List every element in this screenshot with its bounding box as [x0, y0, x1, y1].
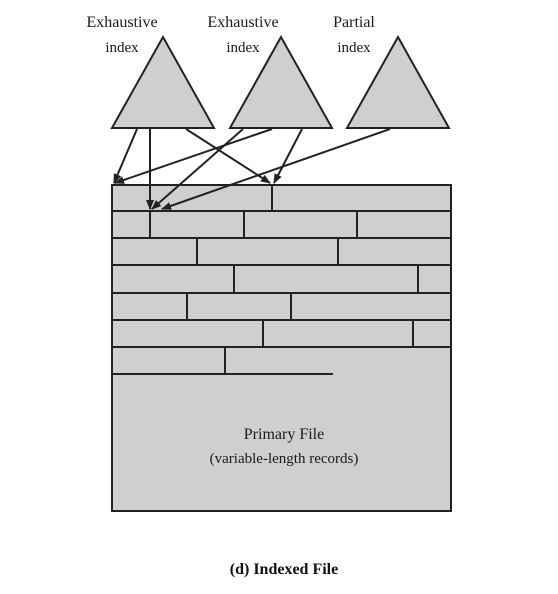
exhaustive-index-triangle-2	[228, 34, 334, 129]
index-pointer-arrow	[151, 128, 244, 210]
primary-file-subtitle: (variable-length records)	[210, 451, 359, 467]
index-2-label-line1: Exhaustive	[207, 14, 278, 31]
primary-file-title: Primary File	[244, 426, 324, 443]
index-3-label-line1: Partial	[333, 14, 375, 31]
partial-index-triangle	[345, 34, 451, 129]
index-pointer-arrow	[273, 128, 303, 184]
index-1-label-line2: index	[105, 40, 139, 56]
index-pointer-arrow	[114, 128, 273, 184]
index-pointer-arrow	[161, 128, 391, 210]
index-2-label-line2: index	[226, 40, 260, 56]
index-3-label-line2: index	[337, 40, 371, 56]
index-1-label-line1: Exhaustive	[86, 14, 157, 31]
exhaustive-index-triangle-1	[110, 34, 216, 129]
figure-caption: (d) Indexed File	[230, 561, 338, 578]
index-pointer-arrow	[113, 128, 138, 184]
index-pointer-arrow	[185, 128, 271, 184]
